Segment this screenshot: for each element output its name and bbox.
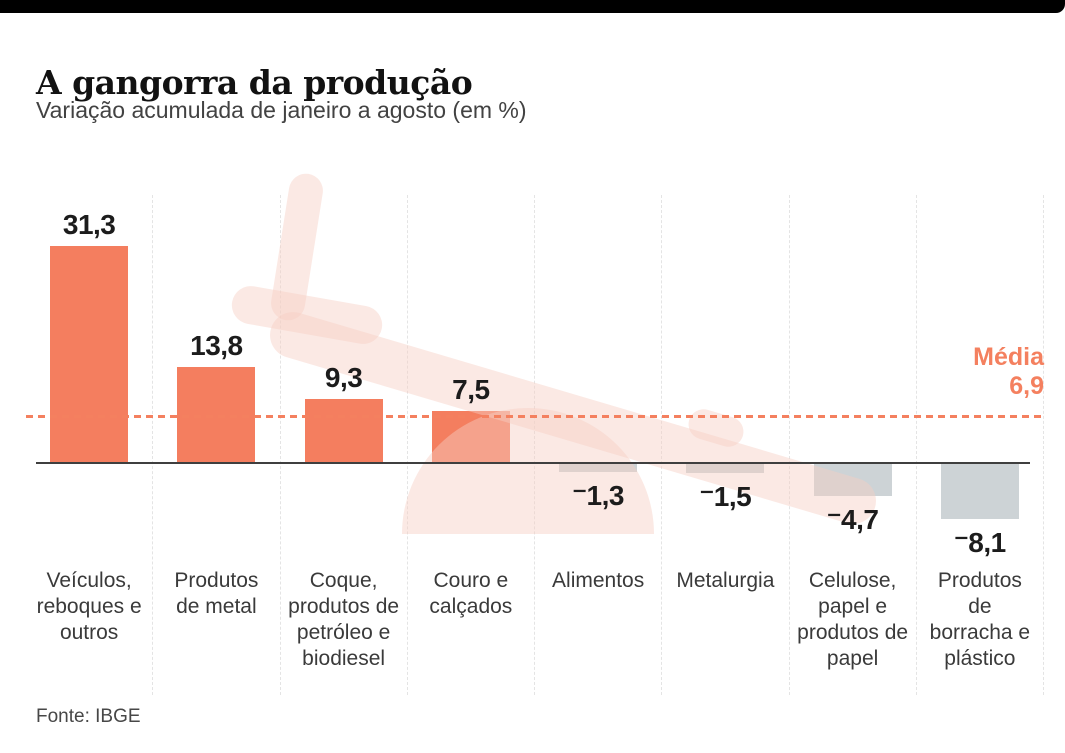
category-label: Alimentos [552,569,645,592]
bar [813,463,892,496]
category-label: Veículos, reboques e outros [36,569,142,644]
bar-column: 7,5 Couro e calçados [408,195,535,695]
bar [177,367,256,463]
source-note: Fonte: IBGE [36,706,141,727]
bar-column: 9,3 Coque, produtos de petróleo e biodie… [281,195,408,695]
value-label: ⁻1,5 [699,481,752,513]
bar-column: 13,8 Produtos de metal [153,195,281,695]
bar-column: ⁻1,3 Alimentos [535,195,663,695]
bar-column: ⁻4,7 Celulose, papel e produtos de papel [790,195,917,695]
value-label: 31,3 [62,209,116,241]
bar [559,463,638,472]
category-label: Metalurgia [676,569,775,592]
value-label: ⁻4,7 [826,503,879,535]
top-accent-bar [0,0,1065,13]
chart-subtitle: Variação acumulada de janeiro a agosto (… [36,97,527,123]
bar-column: ⁻8,1 Produtos de borracha e plástico [917,195,1044,695]
plot-area: 31,3 Veículos, reboques e outros 13,8 Pr… [26,195,1044,695]
category-label: Produtos de borracha e plástico [929,569,1031,670]
chart-title: A gangorra da produção [36,63,473,103]
value-label: ⁻8,1 [954,527,1006,559]
bar [304,398,383,463]
value-label: ⁻1,3 [572,480,624,511]
category-label: Celulose, papel e produtos de papel [797,569,909,670]
bar-column: 31,3 Veículos, reboques e outros [26,195,154,695]
bar [50,246,129,463]
bar [940,463,1019,520]
category-label: Couro e calçados [429,569,513,618]
bar-column: ⁻1,5 Metalurgia [662,195,790,695]
bar [431,411,510,463]
value-label: 13,8 [190,330,243,362]
value-label: 7,5 [452,374,490,406]
bar [686,463,765,474]
value-label: 9,3 [324,361,363,393]
category-label: Coque, produtos de petróleo e biodiesel [288,569,400,670]
category-label: Produtos de metal [174,569,259,618]
